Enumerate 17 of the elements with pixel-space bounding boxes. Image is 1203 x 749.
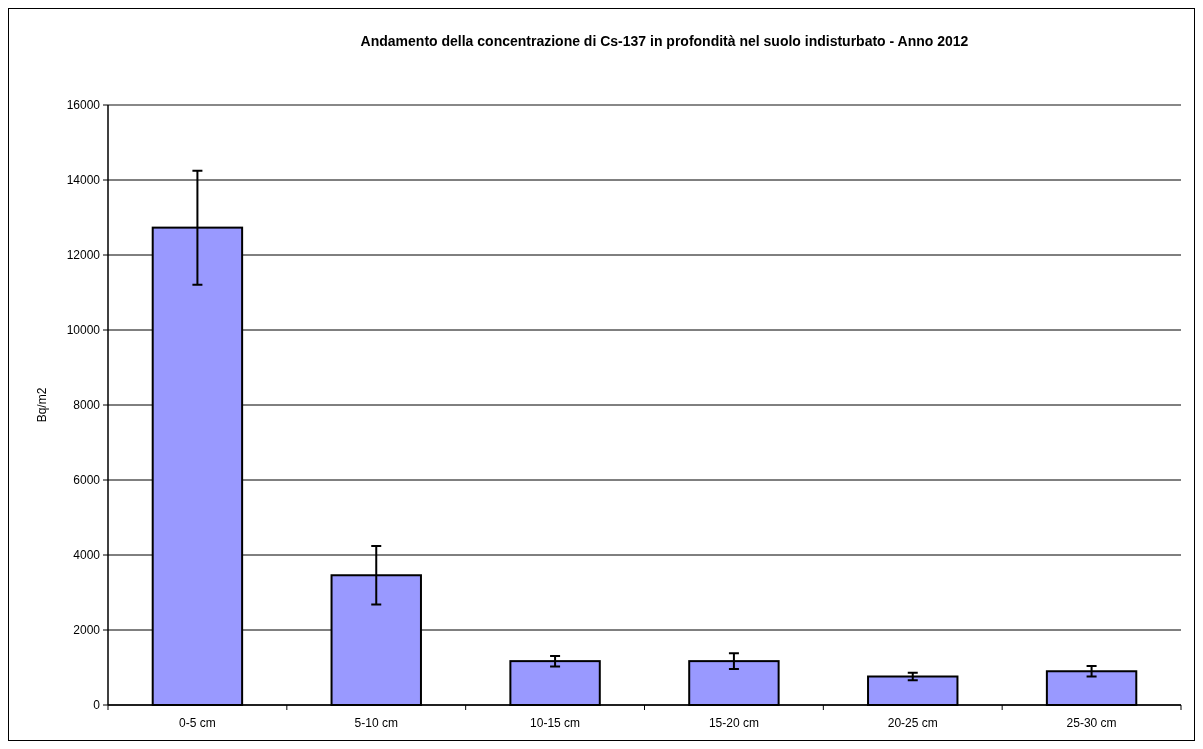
y-axis-title: Bq/m2	[35, 387, 49, 423]
y-tick-label: 4000	[73, 548, 101, 563]
x-tick-label: 0-5 cm	[179, 716, 216, 730]
chart-title: Andamento della concentrazione di Cs-137 in profondità nel suolo indisturbato - Anno 2012	[360, 33, 969, 49]
y-tick-label: 14000	[66, 173, 101, 188]
x-tick-label: 20-25 cm	[887, 716, 938, 730]
y-tick-label: 6000	[73, 473, 101, 488]
y-tick-label: 2000	[73, 623, 101, 638]
y-tick-label: 10000	[66, 323, 101, 338]
x-tick-label: 10-15 cm	[530, 716, 581, 730]
y-tick-label: 0	[93, 698, 101, 713]
x-tick-label: 5-10 cm	[354, 716, 398, 730]
y-tick-label: 8000	[73, 398, 101, 413]
y-tick-label: 16000	[66, 98, 101, 113]
y-tick-label: 12000	[66, 248, 101, 263]
x-tick-label: 15-20 cm	[708, 716, 759, 730]
x-tick-label: 25-30 cm	[1066, 716, 1117, 730]
